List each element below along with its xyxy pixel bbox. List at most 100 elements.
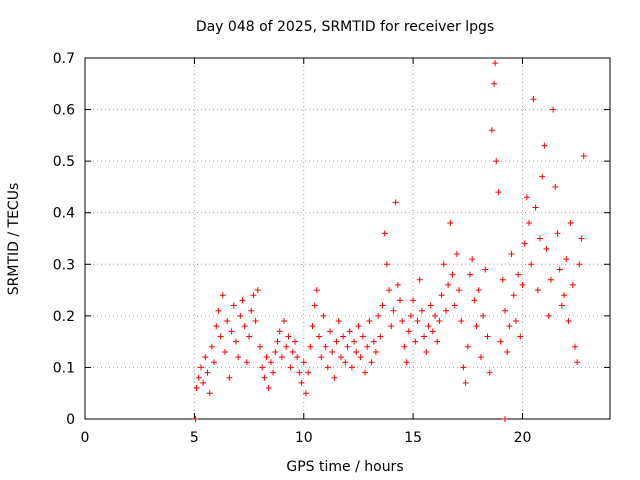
data-point: [195, 374, 202, 381]
data-point: [211, 359, 218, 366]
chart-title: Day 048 of 2025, SRMTID for receiver lpg…: [196, 19, 494, 35]
data-point: [265, 385, 272, 392]
data-point: [554, 230, 561, 237]
data-point: [335, 318, 342, 325]
data-point: [296, 369, 303, 376]
data-point: [250, 292, 257, 299]
data-point: [386, 287, 393, 294]
data-point: [322, 343, 329, 350]
data-point: [276, 328, 283, 335]
data-point: [442, 307, 449, 314]
data-point: [202, 354, 209, 361]
data-point: [267, 359, 274, 366]
data-point: [377, 333, 384, 340]
data-point: [305, 369, 312, 376]
data-point: [491, 80, 498, 87]
data-point: [473, 323, 480, 330]
data-point: [580, 152, 587, 159]
data-point: [434, 338, 441, 345]
data-point: [578, 235, 585, 242]
data-point: [412, 338, 419, 345]
data-point: [447, 220, 454, 227]
data-point: [482, 266, 489, 273]
data-point: [302, 390, 309, 397]
data-point: [309, 323, 316, 330]
y-tick-label: 0.4: [53, 206, 75, 222]
data-point: [283, 343, 290, 350]
data-point: [392, 199, 399, 206]
data-point: [274, 338, 281, 345]
data-point: [222, 348, 228, 355]
x-tick-label: 15: [404, 430, 422, 446]
y-tick-label: 0.5: [53, 154, 75, 170]
data-point: [193, 385, 200, 392]
data-point: [324, 364, 331, 371]
data-point: [230, 302, 237, 309]
data-point: [278, 354, 285, 361]
data-point: [493, 158, 500, 165]
data-point: [508, 250, 515, 257]
data-point: [506, 323, 513, 330]
data-point: [346, 328, 353, 335]
data-point: [436, 318, 443, 325]
data-point: [530, 96, 537, 103]
data-point: [438, 292, 445, 299]
data-point: [263, 354, 270, 361]
data-point: [537, 235, 543, 242]
data-point: [427, 302, 434, 309]
data-point: [462, 379, 469, 386]
data-point: [197, 364, 204, 371]
data-point: [469, 256, 476, 263]
data-point: [340, 333, 347, 340]
data-point: [368, 359, 375, 366]
data-point: [390, 307, 397, 314]
y-tick-label: 0.3: [53, 257, 75, 273]
data-point: [410, 297, 417, 304]
data-point: [480, 312, 487, 319]
data-point: [364, 343, 371, 350]
data-point: [405, 328, 412, 335]
data-point: [232, 338, 239, 345]
data-point: [200, 379, 207, 386]
data-point: [432, 312, 438, 319]
data-point: [572, 343, 578, 350]
data-point: [289, 348, 296, 355]
data-point: [248, 307, 255, 314]
data-point: [215, 307, 222, 314]
data-point: [576, 261, 583, 268]
data-point: [541, 142, 548, 149]
data-point: [499, 276, 506, 283]
data-point: [370, 338, 377, 345]
data-point: [563, 256, 570, 263]
data-point: [497, 338, 504, 345]
data-point: [285, 333, 292, 340]
data-point: [362, 369, 368, 376]
data-point: [486, 369, 493, 376]
data-point: [534, 287, 541, 294]
plot-frame: [84, 57, 611, 420]
data-point: [383, 261, 390, 268]
data-point: [423, 348, 430, 355]
data-point: [547, 276, 554, 283]
data-point: [359, 333, 366, 340]
data-point: [445, 281, 452, 288]
data-point: [331, 374, 338, 381]
data-point: [567, 220, 574, 227]
data-point: [241, 323, 248, 330]
x-tick-label: 0: [81, 430, 90, 446]
y-tick-label: 0: [66, 412, 75, 428]
data-point: [429, 328, 436, 335]
data-point: [237, 312, 244, 319]
data-point: [327, 328, 333, 335]
data-point: [372, 348, 379, 355]
data-point: [228, 328, 235, 335]
data-point: [254, 287, 261, 294]
data-point: [484, 333, 491, 340]
data-point: [416, 276, 423, 283]
y-tick-label: 0.1: [53, 360, 75, 376]
data-point: [246, 333, 253, 340]
data-point: [574, 359, 581, 366]
data-point: [357, 354, 364, 361]
data-point: [366, 318, 373, 325]
data-point: [550, 106, 557, 113]
